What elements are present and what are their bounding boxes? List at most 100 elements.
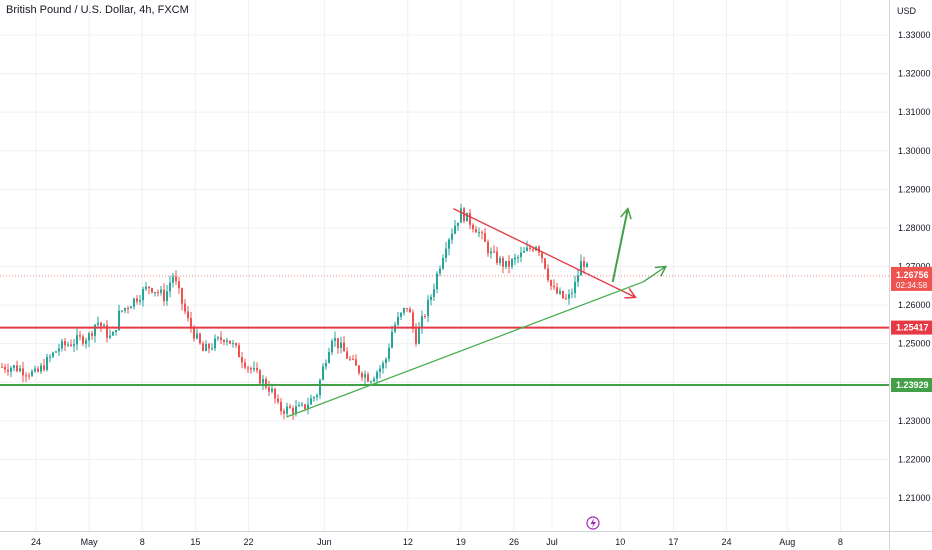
candle-body <box>442 257 444 269</box>
candle-body <box>241 357 243 363</box>
candle-body <box>493 251 495 253</box>
downtrend-line[interactable] <box>453 208 636 298</box>
candle-body <box>355 359 357 366</box>
candle-body <box>1 366 3 368</box>
candle-body <box>412 312 414 329</box>
candle-body <box>178 281 180 289</box>
candle-body <box>526 247 528 251</box>
candle-body <box>82 336 84 344</box>
candle-body <box>52 352 54 357</box>
candle-body <box>97 322 99 325</box>
candle-body <box>562 291 564 299</box>
y-tick-label: 1.21000 <box>898 493 931 503</box>
candle-body <box>382 363 384 369</box>
candle-body <box>340 342 342 349</box>
x-tick-label: 10 <box>615 537 625 547</box>
candle-body <box>484 233 486 242</box>
candle-body <box>421 315 423 328</box>
breakout-arrow[interactable] <box>642 265 667 283</box>
candle-body <box>457 222 459 226</box>
candle-body <box>385 359 387 364</box>
y-tick-label: 1.30000 <box>898 146 931 156</box>
candle-body <box>34 368 36 372</box>
candle-body <box>133 298 135 307</box>
candle-body <box>565 298 567 300</box>
y-tick-label: 1.29000 <box>898 184 931 194</box>
candle-body <box>31 371 33 376</box>
last-price-label: 1.26756 <box>896 270 929 280</box>
candle-body <box>331 340 333 353</box>
candle-body <box>466 212 468 222</box>
candle-body <box>115 329 117 333</box>
candle-body <box>388 347 390 360</box>
candle-body <box>265 378 267 388</box>
candle-body <box>352 358 354 360</box>
candle-body <box>226 340 228 342</box>
candle-body <box>286 406 288 414</box>
candle-body <box>256 367 258 371</box>
candle-body <box>262 378 264 384</box>
candle-body <box>121 310 123 312</box>
candle-body <box>268 387 270 392</box>
candle-body <box>37 368 39 372</box>
candle-body <box>202 343 204 352</box>
candle-body <box>175 276 177 282</box>
x-tick-label: 17 <box>668 537 678 547</box>
candle-body <box>4 366 6 370</box>
candle-body <box>433 289 435 297</box>
candle-body <box>139 300 141 302</box>
y-tick-label: 1.22000 <box>898 454 931 464</box>
candle-body <box>547 268 549 281</box>
candle-body <box>79 335 81 337</box>
x-tick-label: 8 <box>838 537 843 547</box>
candle-body <box>103 325 105 327</box>
x-tick-label: 22 <box>243 537 253 547</box>
last-price-label-bg <box>891 266 932 291</box>
candle-body <box>511 259 513 267</box>
candle-body <box>376 372 378 379</box>
candle-body <box>406 307 408 309</box>
candle-body <box>559 291 561 294</box>
candle-body <box>10 367 12 372</box>
candle-body <box>379 368 381 373</box>
candle-body <box>151 288 153 293</box>
bullish-arrow[interactable] <box>611 208 629 283</box>
candle-body <box>574 282 576 294</box>
candle-body <box>64 341 66 346</box>
candle-body <box>517 256 519 258</box>
candle-body <box>127 308 129 310</box>
candle-body <box>529 247 531 249</box>
level-label-bg <box>891 320 932 335</box>
candle-body <box>292 407 294 414</box>
currency-label[interactable]: USD <box>897 6 917 16</box>
candle-body <box>235 343 237 346</box>
candle-body <box>259 370 261 384</box>
candle-body <box>349 358 351 360</box>
candle-body <box>508 260 510 267</box>
candle-body <box>100 322 102 327</box>
candle-body <box>532 248 534 251</box>
candle-body <box>88 333 90 341</box>
candle-body <box>298 405 300 407</box>
candle-body <box>13 365 15 368</box>
candle-body <box>568 294 570 299</box>
candle-body <box>541 252 543 259</box>
candle-body <box>25 375 27 377</box>
y-tick-label: 1.33000 <box>898 30 931 40</box>
candle-body <box>187 311 189 319</box>
uptrend-line[interactable] <box>286 281 644 418</box>
candle-body <box>472 224 474 230</box>
level-price-label: 1.25417 <box>896 323 929 333</box>
candle-body <box>244 362 246 368</box>
x-tick-label: 24 <box>31 537 41 547</box>
candle-body <box>334 338 336 341</box>
candle-body <box>193 327 195 339</box>
candle-body <box>169 282 171 292</box>
candle-body <box>523 250 525 253</box>
candle-body <box>67 344 69 346</box>
candle-body <box>166 291 168 301</box>
candle-body <box>205 343 207 352</box>
candle-body <box>247 367 249 369</box>
last-price-countdown: 02:34:58 <box>896 281 928 290</box>
